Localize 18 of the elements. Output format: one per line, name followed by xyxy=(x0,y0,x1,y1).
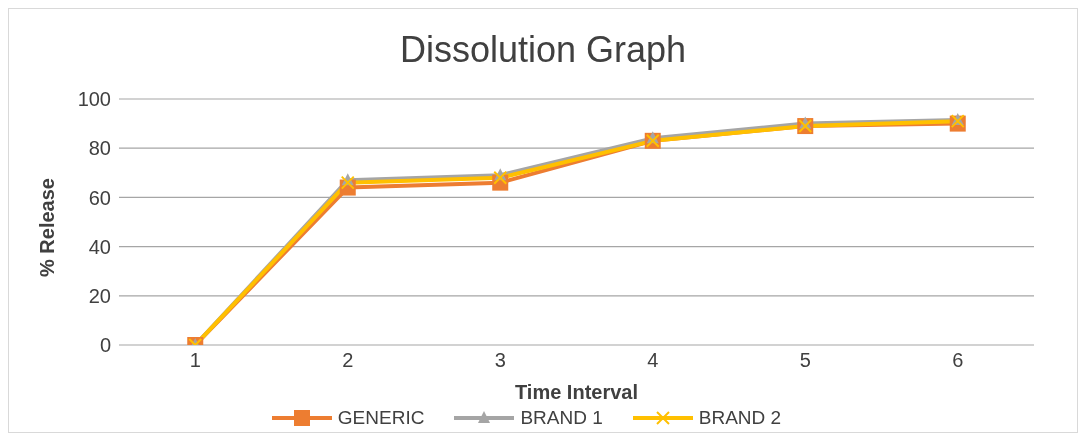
legend-label: BRAND 2 xyxy=(697,407,782,429)
x-tick-label: 6 xyxy=(952,349,964,372)
legend-label: BRAND 1 xyxy=(519,407,603,429)
y-tick-label: 40 xyxy=(88,235,111,258)
x-tick-label: 5 xyxy=(799,349,811,372)
y-tick-label: 0 xyxy=(99,334,111,357)
x-axis-title: Time Interval xyxy=(514,381,639,403)
y-tick-label: 20 xyxy=(88,284,111,307)
y-tick-label: 60 xyxy=(88,186,111,209)
x-tick-label: 2 xyxy=(342,349,354,372)
y-tick-label: 100 xyxy=(77,88,111,111)
legend-label: GENERIC xyxy=(336,407,425,429)
y-axis-title: % Release xyxy=(36,178,59,277)
y-tick-label: 80 xyxy=(88,137,111,160)
chart-title: Dissolution Graph xyxy=(398,28,688,72)
x-tick-label: 3 xyxy=(494,349,506,372)
x-tick-label: 1 xyxy=(189,349,201,372)
x-tick-label: 4 xyxy=(647,349,659,372)
